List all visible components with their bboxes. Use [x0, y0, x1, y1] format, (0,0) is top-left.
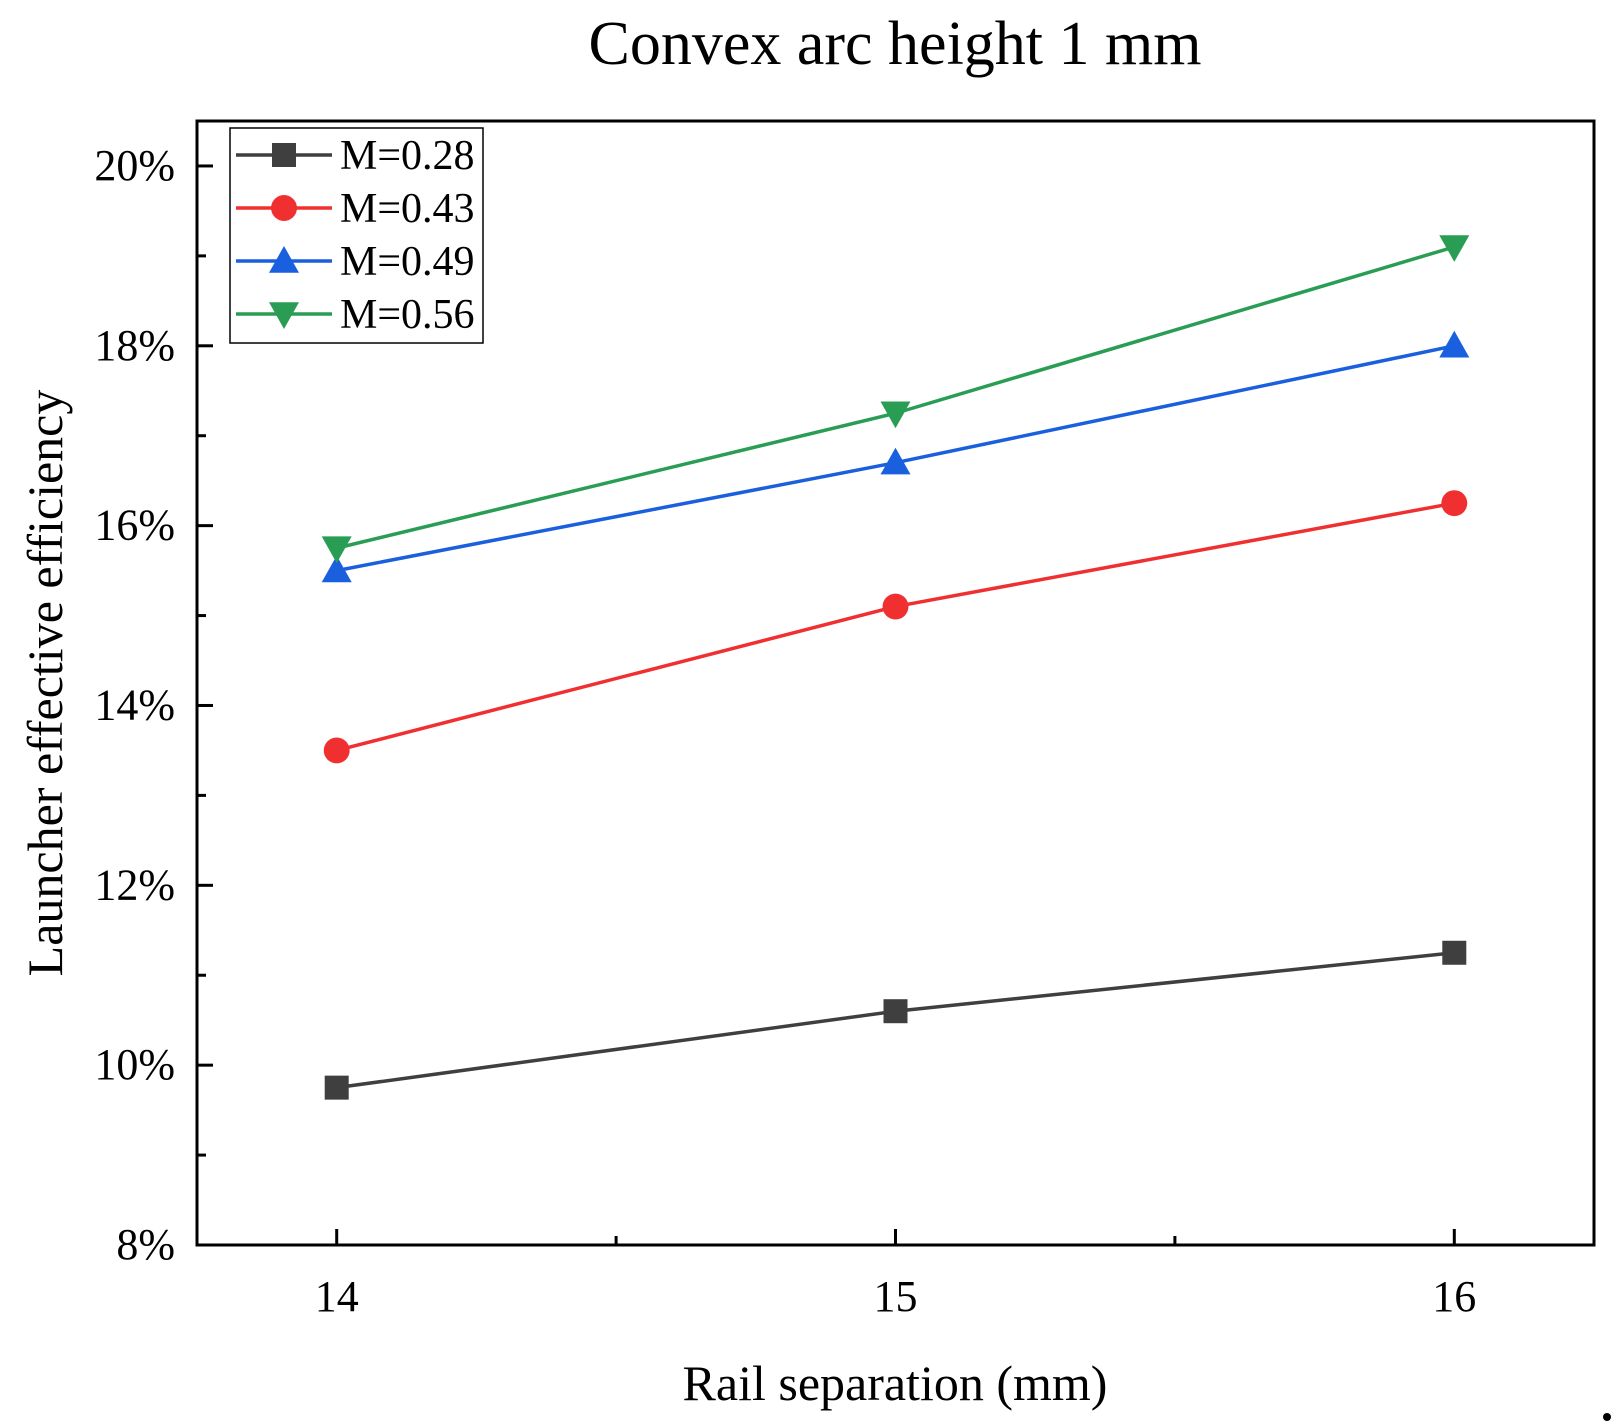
- series-2: [323, 490, 1468, 764]
- chart-title: Convex arc height 1 mm: [589, 10, 1202, 78]
- y-axis-label: Launcher effective efficiency: [17, 390, 73, 977]
- series-3: [321, 330, 1470, 583]
- data-point: [1439, 330, 1470, 358]
- y-tick-label: 16%: [94, 501, 175, 550]
- legend-entry: M=0.43: [236, 186, 475, 232]
- legend: M=0.28 M=0.43 M=0.49 M=0.56: [229, 127, 484, 344]
- data-point: [880, 401, 911, 429]
- y-tick-label: 8%: [116, 1220, 175, 1269]
- x-tick-label: 15: [874, 1272, 918, 1321]
- data-point: [321, 536, 352, 564]
- data-point: [1439, 235, 1470, 262]
- data-point: [323, 737, 350, 764]
- data-point: [882, 593, 909, 620]
- legend-label: M=0.43: [340, 186, 475, 232]
- y-axis: 8% 10% 12% 14% 16% 18% 20%: [94, 141, 213, 1269]
- legend-entry: M=0.56: [236, 292, 475, 338]
- legend-marker: [271, 195, 297, 221]
- data-point: [883, 999, 908, 1024]
- legend-entry: M=0.28: [236, 133, 475, 179]
- series-line: [336, 245, 1455, 550]
- y-tick-label: 14%: [94, 680, 175, 729]
- data-point: [1441, 490, 1468, 517]
- legend-label: M=0.56: [340, 292, 475, 338]
- data-point: [324, 1075, 349, 1100]
- x-axis-label: Rail separation (mm): [683, 1355, 1108, 1411]
- y-tick-label: 18%: [94, 321, 175, 370]
- y-tick-label: 12%: [94, 860, 175, 909]
- series-line: [336, 501, 1455, 753]
- series-layer: [321, 235, 1470, 1100]
- legend-marker: [272, 143, 296, 167]
- data-point: [1442, 940, 1467, 965]
- data-point: [880, 447, 911, 475]
- series-4: [321, 235, 1470, 564]
- x-axis: 14 15 16: [315, 1229, 1476, 1321]
- data-point: [321, 555, 352, 583]
- legend-label: M=0.49: [340, 239, 475, 285]
- x-tick-label: 14: [315, 1272, 359, 1321]
- legend-marker: [269, 246, 299, 273]
- legend-entry: M=0.49: [236, 239, 475, 285]
- y-tick-label: 20%: [94, 141, 175, 190]
- corner-dot: [1603, 1413, 1611, 1421]
- y-tick-label: 10%: [94, 1040, 175, 1089]
- legend-label: M=0.28: [340, 133, 475, 179]
- legend-marker: [269, 302, 299, 329]
- series-1: [324, 940, 1467, 1100]
- x-tick-label: 16: [1432, 1272, 1476, 1321]
